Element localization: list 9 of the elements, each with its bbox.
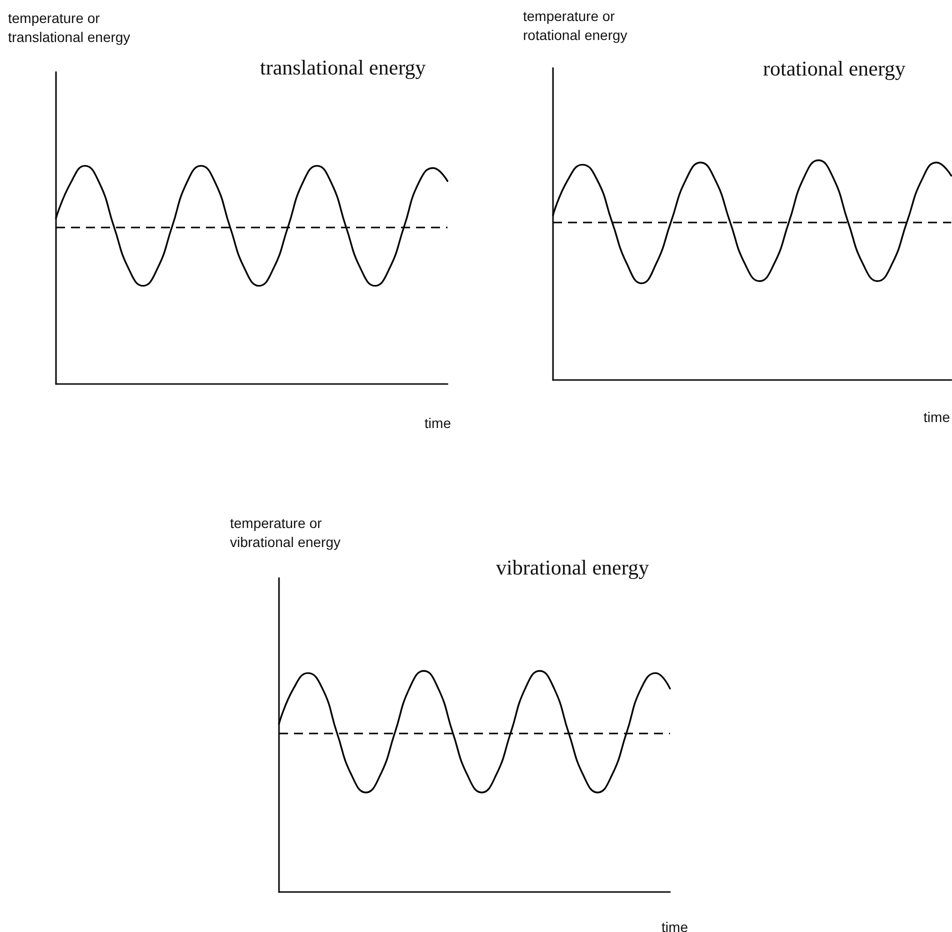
x-axis-title: time: [662, 919, 688, 932]
chart-title: rotational energy: [763, 56, 906, 80]
y-axis-title: temperature or vibrational energy: [230, 514, 342, 552]
x-axis-title: time: [424, 415, 452, 431]
y-axis-title: temperature or translational energy: [8, 9, 132, 47]
x-axis-title: time: [924, 409, 950, 425]
y-axis-title: temperature or rotational energy: [523, 7, 628, 45]
chart-title: vibrational energy: [496, 556, 650, 580]
chart-title: translational energy: [260, 56, 426, 80]
